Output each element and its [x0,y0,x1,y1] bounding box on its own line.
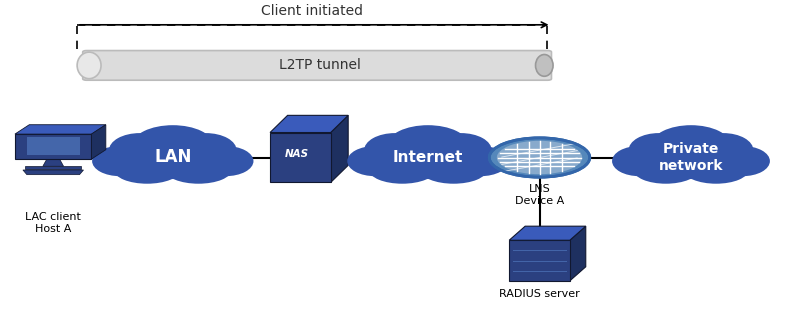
Text: Private
network: Private network [658,142,723,173]
Text: Client initiated: Client initiated [262,4,363,18]
Text: Internet: Internet [393,150,463,165]
Polygon shape [330,115,348,182]
Text: NAS: NAS [284,149,309,159]
Ellipse shape [133,125,213,165]
Text: LAC client
Host A: LAC client Host A [26,212,81,234]
Ellipse shape [684,157,748,184]
Polygon shape [15,134,91,159]
Ellipse shape [370,157,435,184]
Polygon shape [510,226,586,240]
Ellipse shape [612,146,666,176]
Ellipse shape [175,133,237,168]
Polygon shape [270,133,330,182]
Ellipse shape [651,125,730,165]
Ellipse shape [655,143,727,179]
Ellipse shape [421,157,486,184]
Text: LAN: LAN [154,148,191,167]
Text: L2TP tunnel: L2TP tunnel [279,58,362,72]
Ellipse shape [693,133,754,168]
Text: RADIUS server: RADIUS server [499,289,580,299]
Ellipse shape [77,52,101,79]
Ellipse shape [364,133,426,168]
Text: LNS
Device A: LNS Device A [515,184,564,206]
Polygon shape [43,159,63,166]
FancyBboxPatch shape [82,51,551,80]
Polygon shape [510,240,570,281]
Ellipse shape [347,146,403,176]
Ellipse shape [453,146,509,176]
Circle shape [497,141,582,174]
Circle shape [490,138,590,177]
Ellipse shape [136,143,210,179]
Ellipse shape [535,54,553,76]
Ellipse shape [715,146,770,176]
Polygon shape [270,115,348,133]
Polygon shape [27,137,79,155]
Ellipse shape [92,146,148,176]
Ellipse shape [114,157,180,184]
Ellipse shape [109,133,170,168]
Ellipse shape [198,146,254,176]
Ellipse shape [629,133,689,168]
Ellipse shape [634,157,698,184]
Polygon shape [26,166,81,169]
Polygon shape [15,125,106,134]
Ellipse shape [387,125,468,165]
Polygon shape [23,170,83,175]
Ellipse shape [391,143,465,179]
Ellipse shape [430,133,492,168]
Polygon shape [570,226,586,281]
Polygon shape [91,125,106,159]
Ellipse shape [166,157,231,184]
